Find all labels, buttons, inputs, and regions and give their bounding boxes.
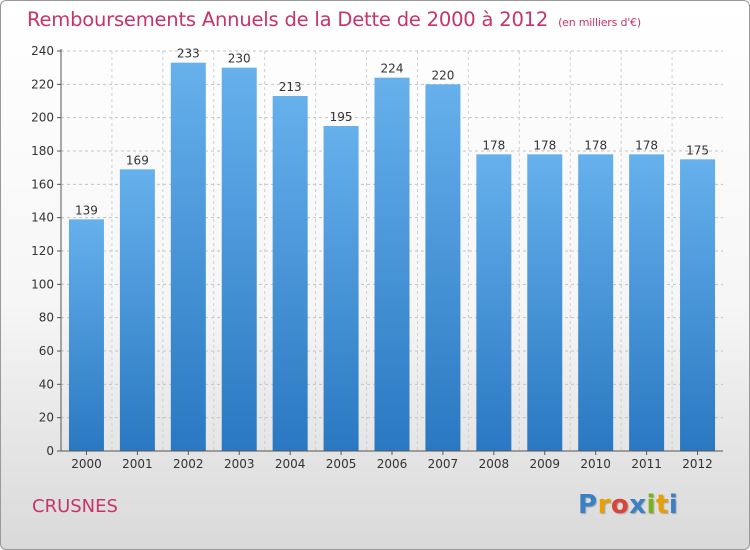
y-tick-label: 140 <box>31 211 54 225</box>
data-label: 178 <box>635 138 658 152</box>
y-tick-label: 120 <box>31 244 54 258</box>
logo-letter: i <box>646 490 656 520</box>
x-tick-label: 2000 <box>71 457 102 471</box>
proxiti-logo: Proxiti <box>578 490 678 520</box>
x-tick-label: 2002 <box>173 457 204 471</box>
bar-2004 <box>272 96 308 451</box>
x-tick-label: 2006 <box>377 457 408 471</box>
data-label: 178 <box>533 138 556 152</box>
logo-letter: t <box>655 490 669 520</box>
bar-2012 <box>680 159 716 452</box>
x-tick-label: 2007 <box>428 457 459 471</box>
bar-2011 <box>629 154 665 452</box>
bar-2009 <box>527 154 563 452</box>
bars-group: 139 169 233 230 213 195 224 220 178 178 178 178 175 <box>68 47 716 452</box>
bar-2008 <box>476 154 512 452</box>
data-label: 224 <box>381 62 404 76</box>
x-tick-label: 2012 <box>682 457 713 471</box>
logo-letter: r <box>597 490 611 520</box>
bar-2006 <box>374 77 410 452</box>
y-tick-label: 60 <box>39 344 54 358</box>
data-label: 139 <box>75 203 98 217</box>
bar-2002 <box>170 62 206 452</box>
x-tick-label: 2008 <box>479 457 510 471</box>
x-tick-label: 2009 <box>529 457 560 471</box>
y-tick-label: 240 <box>31 44 54 58</box>
logo-letter: i <box>668 490 679 520</box>
x-tick-label: 2001 <box>122 457 153 471</box>
y-tick-label: 180 <box>31 144 54 158</box>
bar-2010 <box>578 154 614 452</box>
chart-unit: (en milliers d'€) <box>558 16 641 29</box>
logo-letter: o <box>610 490 630 520</box>
y-tick-label: 100 <box>31 277 54 291</box>
y-tick-label: 200 <box>31 111 54 125</box>
commune-name: CRUSNES <box>32 496 118 517</box>
chart-title-text: Remboursements Annuels de la Dette de 20… <box>27 8 549 31</box>
data-label: 178 <box>482 138 505 152</box>
logo-letter: x <box>629 490 647 520</box>
y-tick-label: 0 <box>46 444 54 458</box>
data-label: 178 <box>584 138 607 152</box>
x-tick-label: 2011 <box>631 457 662 471</box>
data-label: 213 <box>279 80 302 94</box>
bar-2005 <box>323 126 359 451</box>
y-tick-label: 40 <box>39 377 54 391</box>
data-label: 233 <box>177 47 200 61</box>
chart-title: Remboursements Annuels de la Dette de 20… <box>27 8 641 31</box>
x-tick-label: 2010 <box>580 457 611 471</box>
data-label: 230 <box>228 52 251 66</box>
bar-2007 <box>425 84 461 451</box>
x-tick-label: 2005 <box>326 457 357 471</box>
data-label: 220 <box>431 68 454 82</box>
y-tick-label: 220 <box>31 77 54 91</box>
y-tick-label: 160 <box>31 177 54 191</box>
axes-group: 0 20 40 60 80 100 120 140 160 180 200 220 240 2000 200… <box>31 44 723 471</box>
data-label: 195 <box>330 110 353 124</box>
bar-2003 <box>221 67 257 452</box>
bar-2000 <box>68 219 104 451</box>
y-tick-label: 80 <box>39 311 54 325</box>
y-tick-label: 20 <box>39 411 54 425</box>
bar-2001 <box>119 169 155 452</box>
x-tick-label: 2003 <box>224 457 255 471</box>
x-tick-label: 2004 <box>275 457 306 471</box>
logo-letter: P <box>578 490 598 520</box>
data-label: 169 <box>126 153 149 167</box>
data-label: 175 <box>686 143 709 157</box>
